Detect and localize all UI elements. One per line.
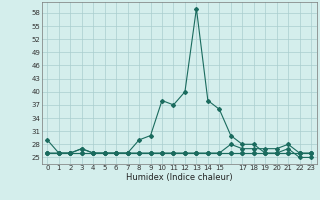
X-axis label: Humidex (Indice chaleur): Humidex (Indice chaleur) [126,173,233,182]
